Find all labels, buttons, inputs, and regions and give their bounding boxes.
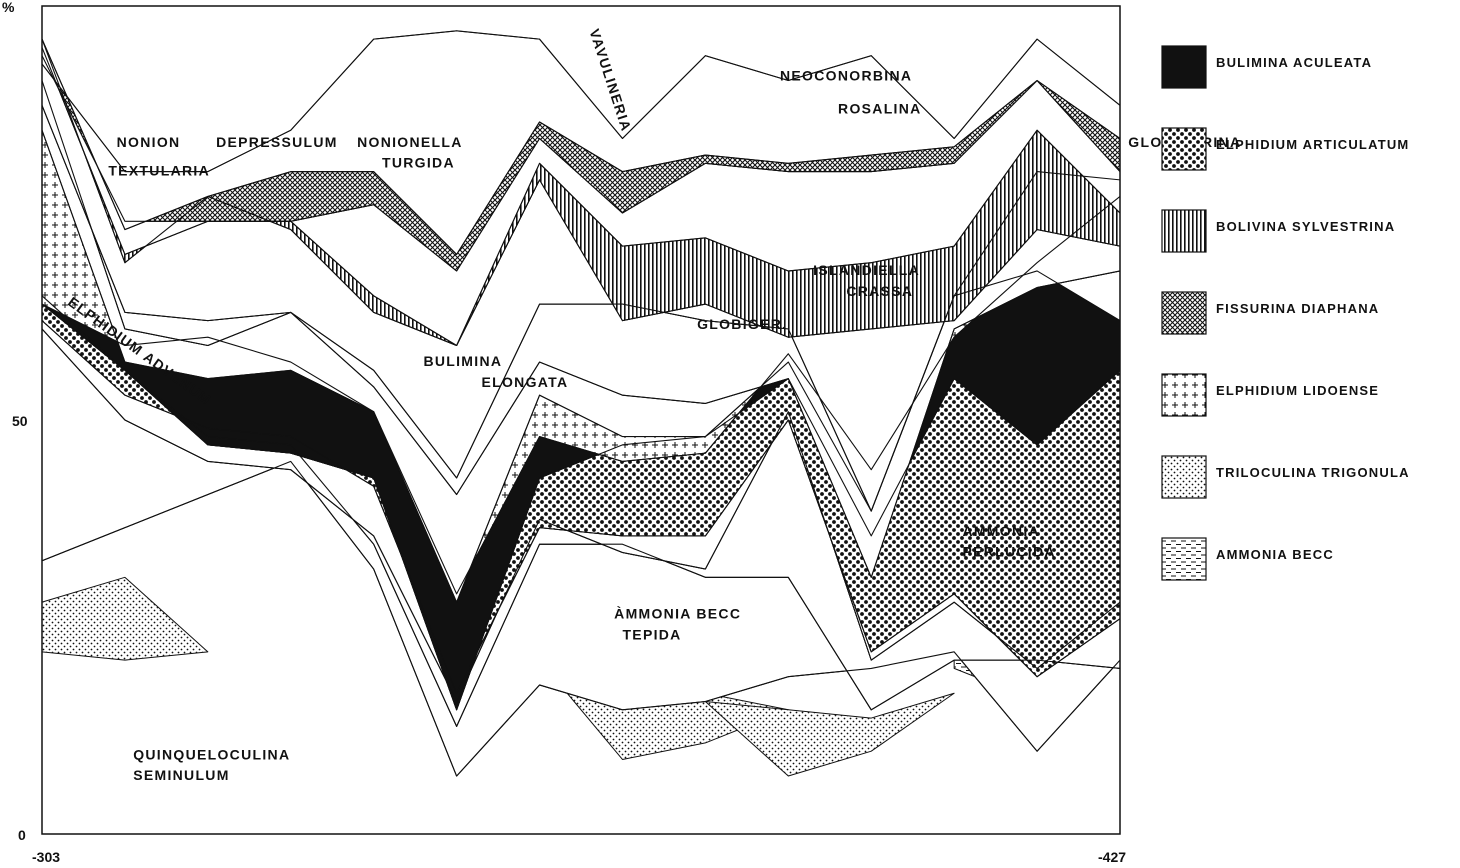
legend-label: TRILOCULINA TRIGONULA [1216, 465, 1410, 480]
area-label: PERLUCIDA [962, 544, 1055, 560]
y-tick-label: 50 [12, 413, 28, 429]
legend-swatch [1161, 291, 1207, 335]
area-label: NONION [117, 134, 181, 150]
legend-swatch [1161, 209, 1207, 253]
area-label: SEMINULUM [133, 767, 229, 783]
area-label: TURGIDA [382, 154, 455, 170]
y-tick-label: 0 [18, 827, 26, 843]
area-segment [704, 692, 955, 777]
boundary-lines [41, 30, 1121, 777]
boundary-line [41, 30, 1121, 173]
legend-swatch [1161, 373, 1207, 417]
boundary-line [41, 38, 1121, 255]
boundary-line [41, 105, 1121, 512]
area-label: DEPRESSULUM [216, 134, 338, 150]
boundary-line [41, 303, 1121, 711]
legend-label: BOLIVINA SYLVESTRINA [1216, 219, 1395, 234]
boundary-line [41, 328, 1121, 703]
area-label: QUINQUELOCULINA [133, 746, 290, 762]
legend-label: ELPHIDIUM LIDOENSE [1216, 383, 1379, 398]
legend-label: ELPHIDIUM ARTICULATUM [1216, 137, 1409, 152]
area-label: ELONGATA [481, 374, 568, 390]
legend-swatch [1161, 455, 1207, 499]
area-label: ROSALINA [838, 101, 922, 117]
boundary-line [41, 320, 1121, 694]
boundary-line [41, 460, 1121, 777]
legend-swatch [1161, 127, 1207, 171]
stacked-area-layer [41, 30, 1121, 835]
area-label: CRASSA [846, 283, 913, 299]
legend-label: BULIMINA ACULEATA [1216, 55, 1372, 70]
area-label: ÀMMONIA BECC [614, 606, 741, 622]
legend-swatch [1161, 45, 1207, 89]
legend-swatch [1161, 537, 1207, 581]
boundary-line [41, 80, 1121, 578]
area-label: NONIONELLA [357, 134, 463, 150]
axes: % 50 0 -303 -427 [2, 0, 1126, 865]
area-label: AMMONIA [962, 523, 1040, 539]
x-tick-label: -427 [1098, 849, 1126, 865]
area-label: TEXTULARIA [108, 163, 210, 179]
legend: BULIMINA ACULEATA ELPHIDIUM ARTICULATUM BO… [1161, 45, 1410, 581]
x-tick-label: -303 [32, 849, 60, 865]
legend-label: AMMONIA BECC [1216, 547, 1334, 562]
area-label: TEPIDA [622, 626, 681, 642]
boundary-line [41, 55, 1121, 272]
y-tick-label: % [2, 0, 15, 15]
boundary-line [41, 196, 1121, 595]
area-label: BULIMINA [423, 353, 502, 369]
boundary-line [41, 295, 1121, 727]
area-label: GLOBIGER. [697, 316, 787, 332]
area-label: ISLANDIELLA [813, 262, 920, 278]
plot-frame [41, 5, 1121, 835]
area-label: NEOCONORBINA [780, 68, 912, 84]
legend-label: FISSURINA DIAPHANA [1216, 301, 1379, 316]
boundary-line [41, 38, 1121, 347]
